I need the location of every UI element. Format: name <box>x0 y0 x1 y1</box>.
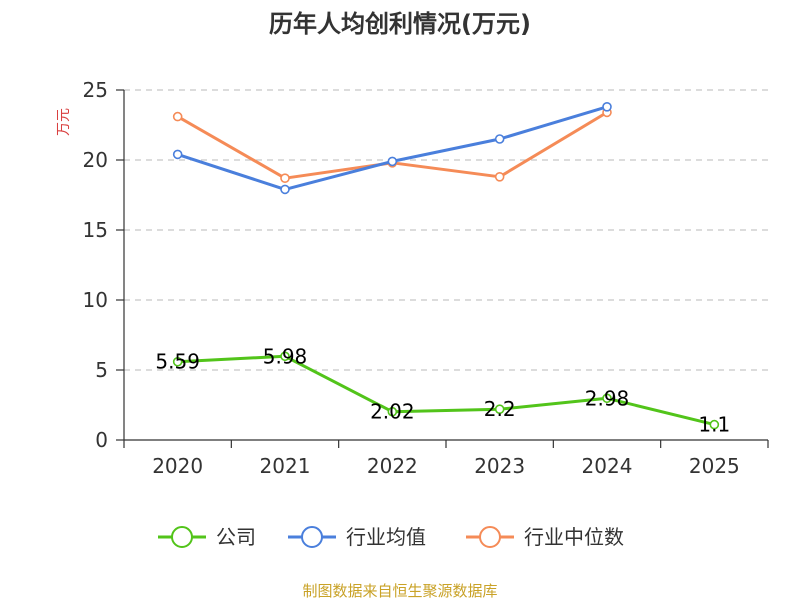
x-tick-label: 2023 <box>474 454 525 478</box>
data-label: 2.2 <box>484 397 516 421</box>
data-point <box>494 172 505 182</box>
data-label: 2.02 <box>370 400 415 424</box>
y-tick-label: 0 <box>95 428 108 452</box>
y-tick-label: 10 <box>83 288 108 312</box>
y-tick-label: 25 <box>83 78 108 102</box>
x-tick-label: 2022 <box>367 454 418 478</box>
data-point <box>280 351 290 362</box>
data-label: 1.1 <box>698 413 730 437</box>
source-note: 制图数据来自恒生聚源数据库 <box>302 582 497 600</box>
data-point <box>172 149 183 160</box>
data-point <box>280 173 290 183</box>
legend-marker <box>171 526 193 548</box>
x-tick-label: 2020 <box>152 454 203 478</box>
chart-title: 历年人均创利情况(万元) <box>269 10 531 38</box>
y-tick-label: 20 <box>83 148 108 172</box>
x-tick-label: 2021 <box>260 454 311 478</box>
series-industry_median <box>172 107 612 183</box>
series-line-industry_median <box>176 111 608 180</box>
series-lines <box>172 102 720 430</box>
series-industry_avg <box>172 102 612 195</box>
series-line-company <box>177 354 715 427</box>
x-tick-label: 2024 <box>582 454 633 478</box>
legend-label: 行业均值 <box>346 525 426 549</box>
legend-item-industry_median: 行业中位数 <box>466 525 624 549</box>
data-point <box>387 406 398 417</box>
legend-marker <box>301 526 323 548</box>
data-label: 5.98 <box>263 344 308 368</box>
legend-label: 公司 <box>216 525 256 549</box>
data-label: 2.98 <box>585 386 630 410</box>
legend-label: 行业中位数 <box>524 525 624 549</box>
data-point <box>172 111 183 122</box>
data-point <box>494 134 505 144</box>
data-point <box>709 419 720 430</box>
series-line-industry_avg <box>177 105 608 191</box>
data-point <box>602 102 612 112</box>
data-point <box>602 393 612 404</box>
grid-lines <box>124 89 768 371</box>
data-point <box>172 356 183 367</box>
data-labels: 5.59 5.98 2.02 2.2 2.98 1.1 <box>155 344 730 436</box>
x-tick-label: 2025 <box>689 454 740 478</box>
legend-item-company: 公司 <box>158 525 256 549</box>
data-point <box>494 404 505 415</box>
legend-marker <box>479 526 501 548</box>
data-point <box>387 156 398 167</box>
data-label: 5.59 <box>155 350 200 374</box>
series-company <box>172 351 720 430</box>
y-tick-label: 15 <box>83 218 108 242</box>
legend: 公司 行业均值 行业中位数 <box>158 525 624 549</box>
data-point <box>280 184 290 195</box>
y-tick-label: 5 <box>95 358 108 382</box>
y-axis-unit-label: 万元 <box>56 108 72 136</box>
legend-item-industry_avg: 行业均值 <box>288 525 426 549</box>
